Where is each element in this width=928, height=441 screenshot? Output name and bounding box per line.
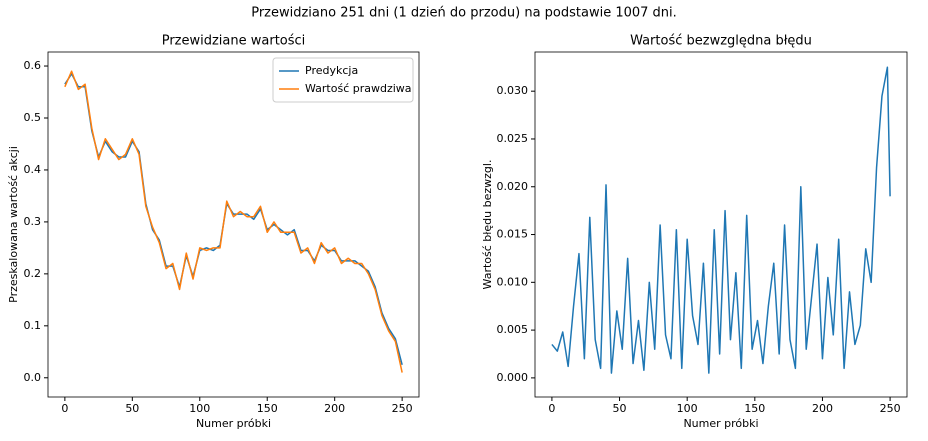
x-axis-label: Numer próbki: [683, 417, 758, 430]
axes-frame: [47, 51, 420, 398]
axes-title: Przewidziane wartości: [162, 34, 306, 49]
x-tick-label: 150: [744, 402, 765, 415]
x-tick-label: 0: [61, 402, 68, 415]
x-tick-label: 50: [613, 402, 627, 415]
x-tick-label: 200: [812, 402, 833, 415]
legend-box: [272, 57, 414, 103]
x-tick-label: 0: [548, 402, 555, 415]
y-axis-label: Przeskalowana wartość akcji: [7, 146, 20, 303]
x-tick-label: 100: [189, 402, 210, 415]
x-tick-label: 250: [880, 402, 901, 415]
x-axis-label: Numer próbki: [196, 417, 271, 430]
legend-label: Predykcja: [305, 64, 358, 77]
y-tick-label: 0.030: [497, 84, 529, 97]
y-tick-label: 0.4: [24, 163, 42, 176]
y-tick-label: 0.000: [497, 371, 529, 384]
y-axis-label: Wartość błędu bezwzgl.: [481, 160, 494, 290]
y-tick-label: 0.5: [24, 111, 42, 124]
y-tick-label: 0.0: [24, 371, 42, 384]
figure-title: Przewidziano 251 dni (1 dzień do przodu)…: [251, 6, 677, 21]
y-tick-label: 0.020: [497, 180, 529, 193]
x-tick-label: 250: [392, 402, 413, 415]
y-tick-label: 0.2: [24, 267, 42, 280]
y-tick-label: 0.015: [497, 228, 529, 241]
x-tick-label: 200: [324, 402, 345, 415]
x-tick-label: 150: [257, 402, 278, 415]
line: [551, 66, 891, 374]
y-tick-label: 0.1: [24, 319, 42, 332]
y-tick-label: 0.3: [24, 215, 42, 228]
y-tick-label: 0.005: [497, 323, 529, 336]
legend-label: Wartość prawdziwa: [305, 82, 412, 95]
y-tick-label: 0.025: [497, 132, 529, 145]
y-tick-label: 0.010: [497, 275, 529, 288]
x-tick-label: 100: [677, 402, 698, 415]
axes-frame: [534, 51, 908, 398]
y-tick-label: 0.6: [24, 59, 42, 72]
line: [64, 70, 403, 373]
axes-title: Wartość bezwzględna błędu: [630, 34, 812, 49]
x-tick-label: 50: [125, 402, 139, 415]
